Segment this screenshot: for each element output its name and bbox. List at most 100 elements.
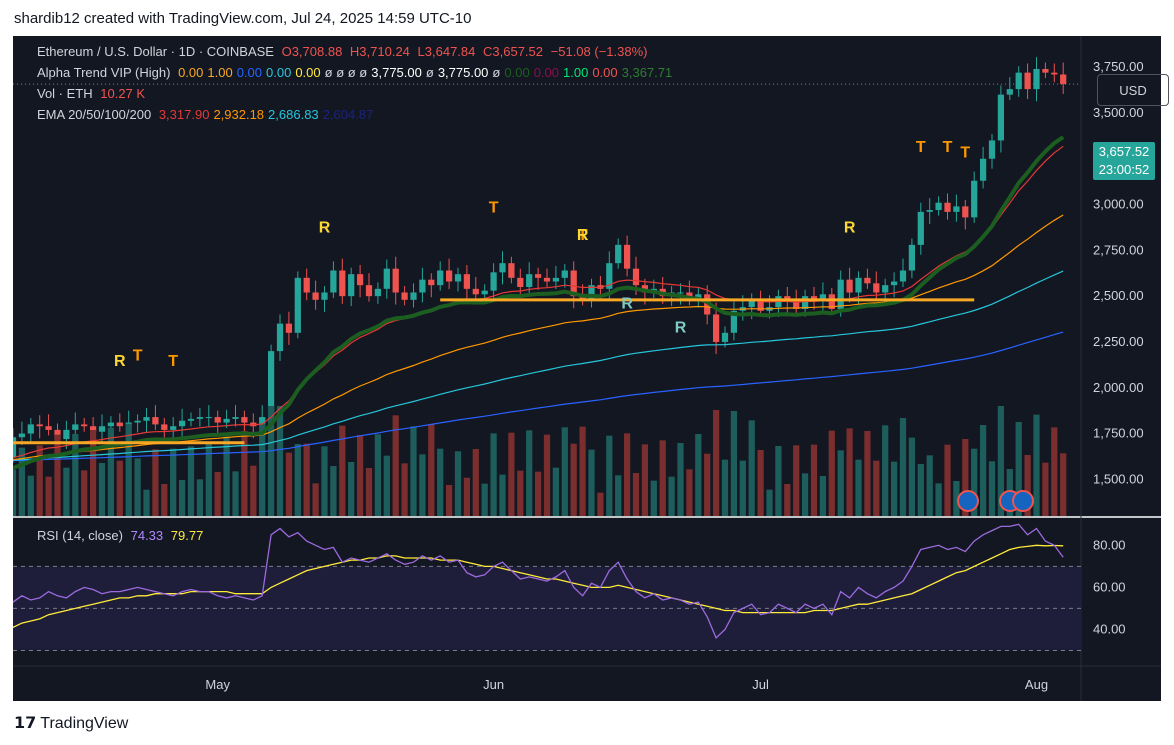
signal-marker-r: R — [621, 296, 633, 313]
volume-bar — [819, 476, 827, 516]
candle-body — [294, 277, 301, 333]
legend-alpha-value-7: ø — [425, 65, 434, 80]
volume-bar — [348, 462, 355, 516]
volume-bar — [766, 489, 773, 516]
candle-body — [81, 424, 88, 427]
volume-bar — [686, 469, 693, 516]
candle-body — [54, 429, 61, 440]
volume-bar — [926, 455, 933, 516]
legend-symbol[interactable]: Ethereum / U.S. Dollar · 1D · COINBASE — [37, 44, 274, 59]
chart-caption: shardib12 created with TradingView.com, … — [14, 10, 472, 27]
volume-bar — [214, 472, 221, 516]
legend-rsi-value: 74.33 — [130, 528, 164, 543]
candle-body — [259, 417, 266, 427]
volume-bar — [63, 467, 70, 516]
candle-body — [873, 283, 880, 293]
volume-bar — [1042, 462, 1049, 516]
candle-body — [588, 285, 595, 300]
last-price-label: 3,657.52 23:00:52 — [1093, 142, 1155, 180]
legend-ema-value-3: 2,604.87 — [322, 107, 374, 122]
legend-rsi-name[interactable]: RSI (14, close) — [37, 528, 123, 543]
volume-bar — [721, 459, 729, 516]
tradingview-logo-icon: 𝟭𝟳 — [14, 715, 37, 732]
legend-vol-row: Vol · ETH 10.27 K — [37, 86, 149, 101]
volume-bar — [579, 426, 586, 516]
volume-bar — [793, 445, 800, 516]
volume-bar — [775, 446, 782, 516]
volume-bar — [321, 446, 328, 516]
legend-vol-name[interactable]: Vol · ETH — [37, 86, 93, 101]
volume-bar — [1015, 422, 1022, 516]
candle-body — [383, 268, 390, 289]
price-axis-tick-label: 2,750.00 — [1093, 242, 1144, 257]
volume-bar — [543, 434, 551, 516]
signal-marker-r: R — [844, 219, 856, 236]
candle-body — [908, 244, 916, 271]
candle-body — [677, 292, 684, 294]
candle-body — [374, 288, 382, 297]
candle-body — [36, 424, 43, 427]
candle-body — [205, 417, 212, 419]
chart-canvas[interactable]: 1,500.00 1,750.00 2,000.00 2,250.00 2,500.00… — [13, 36, 1161, 701]
candle-body — [428, 279, 435, 286]
volume-bar — [668, 476, 675, 516]
candle-body — [1024, 72, 1031, 90]
volume-bar — [454, 451, 462, 516]
legend-symbol-row: Ethereum / U.S. Dollar · 1D · COINBASE O… — [37, 44, 652, 59]
candle-body — [356, 274, 364, 286]
volume-bar — [534, 471, 542, 516]
candle-body — [321, 292, 328, 300]
volume-bar — [517, 470, 524, 516]
candle-body — [721, 332, 729, 342]
volume-bar — [1033, 414, 1040, 516]
legend-alpha-name[interactable]: Alpha Trend VIP (High) — [37, 65, 171, 80]
legend-ema-name[interactable]: EMA 20/50/100/200 — [37, 107, 152, 122]
candle-body — [1060, 74, 1067, 85]
candle-body — [437, 270, 444, 286]
candle-body — [1051, 72, 1058, 75]
legend-alpha-value-12: 1.00 — [563, 65, 589, 80]
volume-bar — [641, 444, 649, 516]
candle-body — [1015, 72, 1022, 90]
candle-body — [267, 351, 275, 418]
legend-alpha-value-6: 3,775.00 — [371, 65, 422, 80]
candle-body — [330, 270, 337, 293]
volume-bar — [632, 473, 640, 516]
tradingview-logo[interactable]: 𝟭𝟳 TradingView — [14, 713, 128, 733]
signal-marker-t: T — [133, 348, 143, 365]
legend-alpha-value-1: 1.00 — [207, 65, 233, 80]
rsi-line — [13, 523, 1064, 640]
signal-marker-t: T — [578, 227, 588, 244]
volume-bar — [472, 449, 479, 516]
volume-bar — [882, 425, 889, 516]
economic-event-icon — [957, 490, 979, 512]
volume-bar — [704, 453, 711, 516]
price-axis-tick-label: 3,000.00 — [1093, 197, 1144, 212]
volume-bar — [864, 431, 871, 516]
volume-bar — [1024, 455, 1031, 516]
legend-close: C3,657.52 — [483, 44, 544, 59]
volume-bar — [392, 415, 399, 516]
candle-body — [935, 202, 942, 211]
volume-bar — [205, 444, 212, 516]
rsi-axis-tick-label: 60.00 — [1093, 579, 1126, 594]
candle-body — [623, 244, 631, 269]
candle-body — [445, 270, 453, 282]
volume-bar — [161, 484, 168, 516]
signal-marker-t: T — [489, 199, 499, 216]
signal-marker-r: R — [319, 219, 331, 236]
candle-body — [72, 424, 79, 430]
volume-bar — [730, 411, 738, 516]
candle-body — [917, 211, 924, 245]
candle-body — [303, 277, 310, 293]
chart-frame[interactable]: 1,500.00 1,750.00 2,000.00 2,250.00 2,500.00… — [13, 36, 1169, 701]
price-axis-tick-label: 1,500.00 — [1093, 471, 1144, 486]
volume-bar — [481, 483, 488, 516]
candle-body — [312, 292, 319, 300]
candle-body — [401, 292, 408, 300]
candle-body — [517, 277, 524, 287]
candle-body — [241, 417, 248, 423]
candle-body — [526, 274, 533, 287]
currency-button[interactable]: USD — [1097, 74, 1169, 106]
candle-body — [63, 429, 70, 440]
